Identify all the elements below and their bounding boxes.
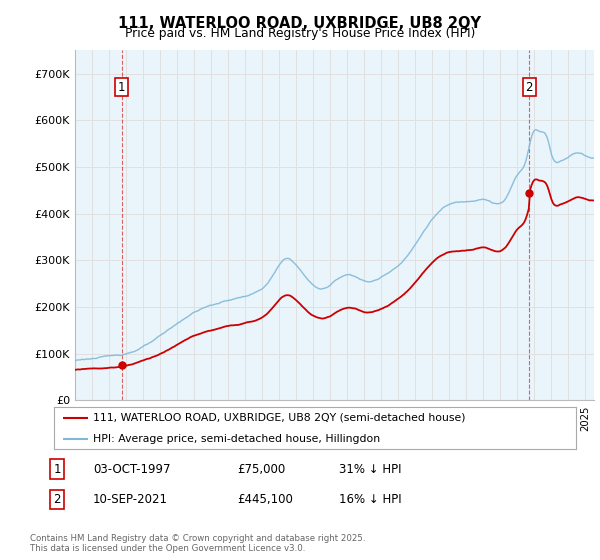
Text: Contains HM Land Registry data © Crown copyright and database right 2025.
This d: Contains HM Land Registry data © Crown c… (30, 534, 365, 553)
Text: 10-SEP-2021: 10-SEP-2021 (93, 493, 168, 506)
Text: £75,000: £75,000 (237, 463, 285, 476)
Text: 31% ↓ HPI: 31% ↓ HPI (339, 463, 401, 476)
Text: 16% ↓ HPI: 16% ↓ HPI (339, 493, 401, 506)
Text: 2: 2 (526, 81, 533, 94)
Text: 2: 2 (53, 493, 61, 506)
Text: 111, WATERLOO ROAD, UXBRIDGE, UB8 2QY: 111, WATERLOO ROAD, UXBRIDGE, UB8 2QY (119, 16, 482, 31)
Text: £445,100: £445,100 (237, 493, 293, 506)
Text: 111, WATERLOO ROAD, UXBRIDGE, UB8 2QY (semi-detached house): 111, WATERLOO ROAD, UXBRIDGE, UB8 2QY (s… (93, 413, 466, 423)
Text: 1: 1 (118, 81, 125, 94)
Text: Price paid vs. HM Land Registry's House Price Index (HPI): Price paid vs. HM Land Registry's House … (125, 27, 475, 40)
Text: 1: 1 (53, 463, 61, 476)
Text: HPI: Average price, semi-detached house, Hillingdon: HPI: Average price, semi-detached house,… (93, 433, 380, 444)
Text: 03-OCT-1997: 03-OCT-1997 (93, 463, 170, 476)
